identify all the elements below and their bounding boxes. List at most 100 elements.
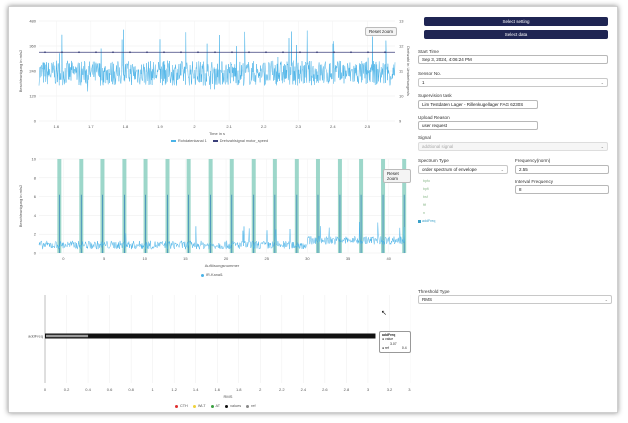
option-ftf[interactable]: ftf [423, 203, 426, 207]
signal-select[interactable]: addtional signal ⌄ [418, 142, 608, 151]
x-tick-label: 0.6 [107, 387, 113, 392]
option-bpfo[interactable]: bpfo [423, 179, 430, 183]
upload-reason-input[interactable]: user request [418, 121, 538, 130]
x-tick-label: 0.8 [128, 387, 134, 392]
x-tick-label: 2 [259, 387, 262, 392]
x-tick-label: 5 [103, 256, 106, 261]
y2-tick-label: 11 [399, 69, 404, 74]
threshold-type-select[interactable]: RMS ⌄ [418, 295, 612, 304]
speed-point [350, 51, 352, 54]
settings-panel: Select setting Select data [418, 17, 614, 41]
threshold-type-value: RMS [422, 297, 432, 302]
spectrum-type-value: order spectrum of envelope [422, 167, 477, 172]
upload-reason-label: Upload Reason [418, 115, 450, 120]
x-tick-label: 40 [387, 256, 392, 261]
legend-item-at[interactable]: AT [210, 404, 220, 408]
speed-point [129, 51, 131, 54]
x-axis-label: Time in s [209, 131, 225, 136]
y-tick-label: 6 [34, 194, 37, 199]
chevron-down-icon: ⌄ [600, 80, 604, 85]
tooltip-row-ref: ● ref 0.4 [382, 346, 407, 351]
speed-point [282, 51, 284, 54]
y-tick-label: 10 [32, 157, 37, 162]
x-tick-label: 30 [305, 256, 310, 261]
y-tick-label: 480 [29, 19, 36, 24]
y2-tick-label: 12 [399, 44, 404, 49]
x-tick-label: 1.8 [236, 387, 242, 392]
tooltip-value-number: 3.07 [390, 341, 397, 346]
time-signal-chart[interactable]: 0 120 240 360 480 9 10 11 12 13 1.6 1.7 1.8 1.9 2 2.1 2.… [15, 13, 411, 153]
y-tick-label: 8 [34, 175, 37, 180]
reset-zoom-button-2[interactable]: Reset zoom [383, 169, 411, 183]
legend-label-ref: ref [251, 404, 256, 408]
legend-item-wlt[interactable]: WLT [192, 404, 206, 408]
mouse-pointer-icon: ↖ [381, 310, 387, 317]
legend-swatch-at [210, 404, 214, 408]
x-tick-label: 2.2 [261, 124, 267, 129]
x-tick-label: 2.4 [301, 387, 307, 392]
reset-zoom-button[interactable]: Reset zoom [365, 27, 398, 36]
speed-point [146, 51, 148, 54]
x-tick-label: 3.2 [387, 387, 393, 392]
interval-frequency-input[interactable]: 8 [515, 185, 609, 194]
time-signal-plot: 0 120 240 360 480 9 10 11 12 13 1.6 1.7 1.8 1.9 2 2.1 2.… [18, 19, 411, 137]
option-addfreq[interactable]: addFreq [418, 219, 435, 223]
y-axis-label: Beschleunigung in m/s2 [18, 184, 23, 227]
y2-tick-label: 10 [399, 94, 404, 99]
x-tick-label: 35 [346, 256, 351, 261]
y2-axis-label: Drehzahl in Umdrehungen/s [406, 46, 411, 96]
option-n[interactable]: n [423, 211, 425, 215]
raw-signal-line [38, 29, 396, 92]
chevron-down-icon-3: ⌄ [500, 167, 504, 172]
x-tick-label: 1.7 [88, 124, 94, 129]
order-spectrum-legend: IR-Kanal1 [201, 273, 223, 277]
values-bar [45, 333, 376, 339]
legend-label-speed: Drehzahlsignal motor_speed [219, 139, 269, 143]
legend-item-ir[interactable]: IR-Kanal1 [201, 273, 223, 277]
rms-chart[interactable]: 0 0.2 0.4 0.6 0.8 1 1.2 1.4 1.6 1.8 2 2.2 2.4 2.6 2.8 3… [15, 287, 411, 411]
option-addfreq-label: addFreq [422, 219, 436, 223]
speed-point [95, 51, 97, 54]
order-spectrum-chart[interactable]: 0 2 4 6 8 10 0 5 10 15 20 25 30 35 40 Auflösungsnummer B… [15, 155, 411, 283]
x-axis-label: Auflösungsnummer [205, 263, 240, 268]
start-time-label: Start Time [418, 49, 439, 54]
legend-item-speed[interactable]: Drehzahlsignal motor_speed [212, 139, 269, 143]
x-axis-label: RMS [224, 394, 233, 399]
option-bsf[interactable]: bsf [423, 195, 428, 199]
threshold-type-label: Threshold Type [418, 289, 450, 294]
speed-point [112, 51, 114, 54]
legend-item-raw[interactable]: Rohdatenkanal 1 [171, 139, 207, 143]
y-tick-label: 0 [34, 119, 37, 124]
frequency-input[interactable]: 2.55 [515, 165, 609, 174]
select-data-button[interactable]: Select data [424, 30, 608, 39]
y-axis-label: Beschleunigung in m/s2 [18, 49, 23, 92]
supervision-input[interactable]: Lim Testdaten Lager - Rillenkugellager F… [418, 100, 538, 109]
legend-label-ir: IR-Kanal1 [206, 273, 223, 277]
x-tick-label: 2.4 [330, 124, 336, 129]
x-tick-label: 1.6 [214, 387, 220, 392]
y-tick-label: 120 [29, 94, 36, 99]
signal-label: Signal [418, 135, 431, 140]
select-setting-button[interactable]: Select setting [424, 17, 608, 26]
start-time-input[interactable]: Sep 3, 2024, 4:06:24 PM [418, 55, 608, 64]
x-tick-label: 1 [152, 387, 155, 392]
sensor-select[interactable]: 1 ⌄ [418, 78, 608, 87]
interval-frequency-label: Interval Frequency [515, 179, 554, 184]
speed-point [299, 51, 301, 54]
y-tick-label: 2 [34, 232, 37, 237]
x-tick-label: 1.6 [54, 124, 60, 129]
legend-item-values[interactable]: values [225, 404, 241, 408]
spectrum-type-select[interactable]: order spectrum of envelope ⌄ [418, 165, 508, 174]
x-tick-label: 2.2 [279, 387, 285, 392]
spectrum-type-label: Spectrum Type [418, 158, 449, 163]
app-page: 0 120 240 360 480 9 10 11 12 13 1.6 1.7 1.8 1.9 2 2.1 2.… [8, 6, 618, 413]
x-tick-label: 2.5 [365, 124, 371, 129]
speed-point [316, 51, 318, 54]
option-bpfi[interactable]: bpfi [423, 187, 429, 191]
legend-item-ref[interactable]: ref [246, 404, 256, 408]
legend-item-cth[interactable]: CTH [175, 404, 188, 408]
sensor-label: Sensor No. [418, 71, 441, 76]
speed-point [180, 51, 182, 54]
checkbox-icon [418, 219, 421, 223]
y-tick-label: 0 [34, 251, 37, 256]
